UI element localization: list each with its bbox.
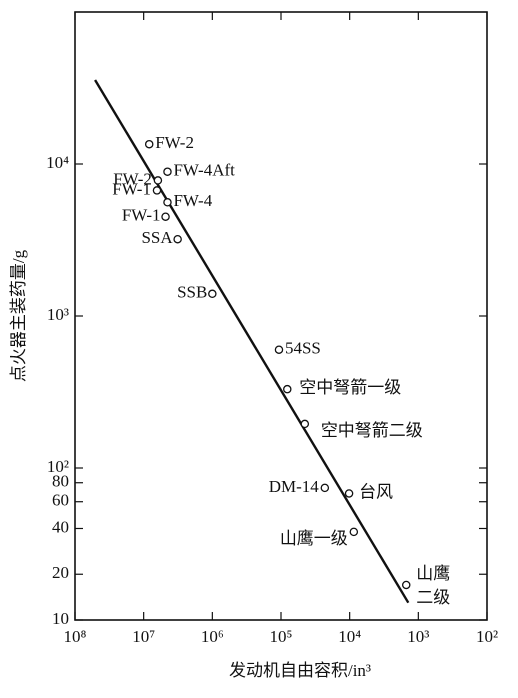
point — [300, 419, 310, 429]
x-tick-label: 10⁸ — [64, 627, 87, 646]
y-tick-label: 80 — [52, 472, 69, 491]
point-label: FW-2 — [113, 169, 152, 188]
x-tick-label: 10⁷ — [132, 627, 155, 646]
point — [163, 198, 172, 207]
point — [152, 186, 162, 195]
y-tick-label: 40 — [52, 517, 69, 536]
y-tick-label: 10⁴ — [46, 153, 69, 172]
y-tick-label: 10³ — [47, 305, 69, 324]
point-label: FW-1 — [122, 206, 161, 225]
point-label: 山鹰 — [416, 564, 450, 583]
point — [401, 580, 411, 590]
x-tick-label: 10⁶ — [201, 627, 224, 646]
x-tick-label: 10³ — [407, 627, 429, 646]
point — [349, 527, 359, 537]
y-tick-label: 10 — [52, 609, 69, 628]
point-label: FW-2 — [155, 133, 194, 152]
x-tick-label: 10⁵ — [270, 627, 293, 646]
point-label: 二级 — [416, 588, 450, 607]
point-label: DM-14 — [269, 477, 320, 496]
point — [144, 139, 154, 149]
point-label: FW-4 — [173, 191, 212, 210]
point-label: 台风 — [359, 482, 393, 501]
point — [274, 345, 284, 354]
x-axis-label: 发动机自由容积/in³ — [229, 661, 371, 680]
point — [320, 483, 330, 493]
point — [344, 489, 354, 498]
point — [163, 167, 172, 176]
point — [153, 176, 163, 185]
x-tick-label: 10⁴ — [338, 627, 361, 646]
point-label: SSB — [177, 283, 207, 302]
point-label: 54SS — [285, 339, 321, 358]
point-label: 山鹰一级 — [280, 529, 348, 548]
point-label: SSA — [141, 228, 173, 247]
y-axis-label: 点火器主装药量/g — [9, 249, 28, 382]
point — [208, 289, 217, 299]
y-tick-label: 20 — [52, 563, 69, 582]
point-label: 空中弩箭一级 — [299, 378, 401, 397]
fit-line — [94, 79, 410, 604]
y-tick-label: 60 — [52, 491, 69, 510]
x-tick-label: 10² — [476, 627, 498, 646]
point-label: 空中弩箭二级 — [321, 421, 423, 440]
point-label: FW-4Aft — [173, 161, 235, 180]
point — [283, 384, 292, 394]
point-label: FW-1 — [112, 179, 151, 198]
point — [161, 212, 170, 221]
y-tick-label: 10² — [47, 457, 69, 476]
point — [173, 234, 182, 244]
